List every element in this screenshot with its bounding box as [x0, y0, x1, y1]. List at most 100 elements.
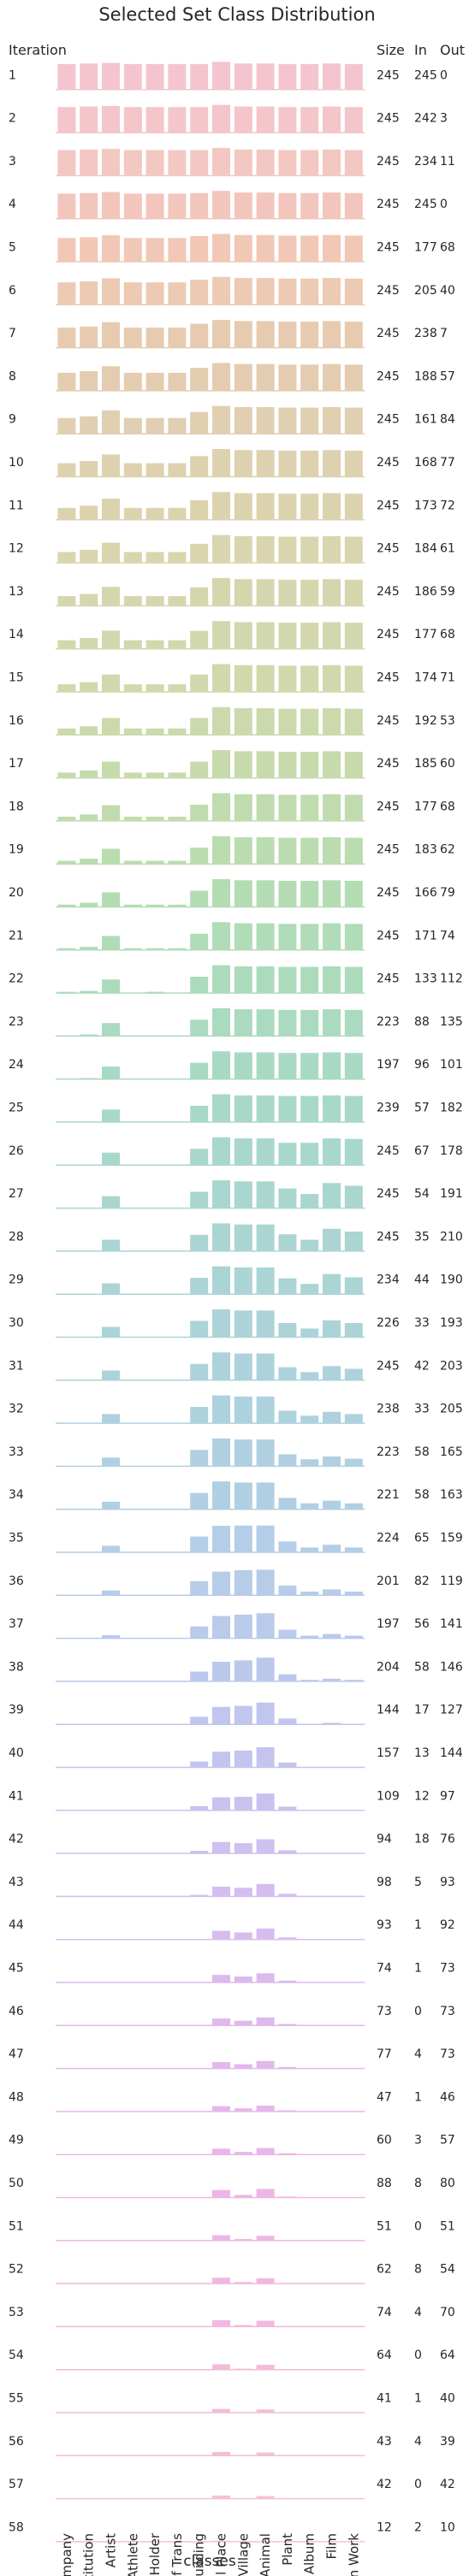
class-bar [300, 279, 318, 304]
class-bar [190, 64, 208, 89]
class-bar [257, 1439, 275, 1466]
iteration-label: 54 [9, 2349, 24, 2362]
out-value: 57 [440, 369, 455, 383]
class-bar [102, 1066, 120, 1078]
class-bar [278, 2196, 296, 2197]
class-bar [102, 762, 120, 778]
class-bar [345, 967, 363, 993]
class-bar [212, 1662, 230, 1681]
class-bar [146, 150, 164, 174]
class-bar [345, 1010, 363, 1036]
in-value: 96 [414, 1058, 430, 1072]
class-bar [190, 236, 208, 261]
class-bar [345, 1053, 363, 1078]
class-bar [235, 2282, 252, 2283]
out-value: 76 [440, 1833, 455, 1846]
class-bar [168, 464, 186, 476]
class-bar [190, 1149, 208, 1165]
class-bar [235, 493, 252, 520]
class-bar [345, 1369, 363, 1380]
size-value: 221 [377, 1488, 400, 1502]
iteration-label: 47 [9, 2047, 24, 2061]
class-bar [257, 107, 275, 133]
class-bar [190, 1672, 208, 1681]
size-value: 73 [377, 2005, 392, 2018]
iteration-rows: 1 245 245 02 245 242 33 245 234 114 245 245 05 245 177… [9, 62, 463, 2542]
out-value: 57 [440, 2134, 455, 2148]
class-bar [278, 64, 296, 89]
class-bar [57, 193, 75, 218]
out-value: 68 [440, 800, 455, 813]
size-value: 144 [377, 1704, 400, 1717]
class-bar [323, 63, 341, 89]
out-value: 77 [440, 456, 455, 470]
class-bar [235, 2108, 252, 2111]
class-bar [345, 1547, 363, 1551]
iteration-row: 57 42 0 42 [9, 2478, 455, 2499]
class-bar [190, 1806, 208, 1810]
class-bar [278, 1718, 296, 1723]
class-bar [102, 587, 120, 606]
class-bar [212, 1008, 230, 1036]
class-bar [257, 924, 275, 950]
class-bar [124, 282, 142, 304]
class-bar [257, 1009, 275, 1036]
class-bar [212, 665, 230, 692]
iteration-label: 19 [9, 843, 24, 857]
class-bar [345, 752, 363, 777]
iteration-label: 14 [9, 628, 24, 641]
in-value: 57 [414, 1102, 430, 1115]
in-value: 44 [414, 1273, 430, 1287]
class-bar [323, 1412, 341, 1423]
iteration-row: 55 41 1 40 [9, 2392, 455, 2414]
class-bar [212, 2452, 230, 2455]
size-value: 245 [377, 757, 400, 771]
class-bar [257, 536, 275, 563]
class-bar [124, 418, 142, 434]
class-bar [190, 150, 208, 174]
class-bar [57, 238, 75, 261]
class-bar [278, 2067, 296, 2068]
class-bar [102, 499, 120, 519]
iteration-label: 41 [9, 1789, 24, 1803]
class-bar [190, 718, 208, 735]
size-value: 64 [377, 2349, 392, 2362]
class-bar [212, 1309, 230, 1337]
class-bar [212, 879, 230, 907]
class-bar [190, 1364, 208, 1380]
class-bar [235, 1797, 252, 1810]
class-bar [278, 1937, 296, 1939]
size-value: 224 [377, 1532, 400, 1545]
class-bar [102, 1196, 120, 1208]
in-value: 5 [414, 1876, 422, 1889]
class-bar [278, 493, 296, 519]
class-bar [235, 278, 252, 304]
class-bar [278, 408, 296, 434]
in-value: 4 [414, 2435, 422, 2449]
class-bar [168, 508, 186, 519]
class-bar [212, 1752, 230, 1767]
class-bar [212, 1707, 230, 1724]
out-value: 62 [440, 843, 455, 857]
class-bar [323, 1052, 341, 1078]
in-value: 174 [414, 671, 437, 685]
iteration-label: 56 [9, 2435, 24, 2449]
iteration-row: 11 245 173 72 [9, 492, 455, 520]
class-bar [345, 1323, 363, 1337]
class-bar [212, 191, 230, 218]
in-value: 1 [414, 2392, 422, 2406]
iteration-label: 22 [9, 972, 24, 986]
class-bar [278, 2110, 296, 2111]
class-bar [257, 2409, 275, 2412]
class-bar [257, 1569, 275, 1594]
class-bar [212, 1352, 230, 1380]
in-value: 183 [414, 843, 437, 857]
class-bar [323, 837, 341, 864]
out-value: 135 [440, 1015, 463, 1029]
out-value: 144 [440, 1746, 463, 1760]
class-bar [323, 450, 341, 476]
class-bar [102, 149, 120, 175]
out-value: 190 [440, 1273, 463, 1287]
y-axis-label: Iteration [9, 42, 67, 58]
class-bar [80, 371, 98, 390]
